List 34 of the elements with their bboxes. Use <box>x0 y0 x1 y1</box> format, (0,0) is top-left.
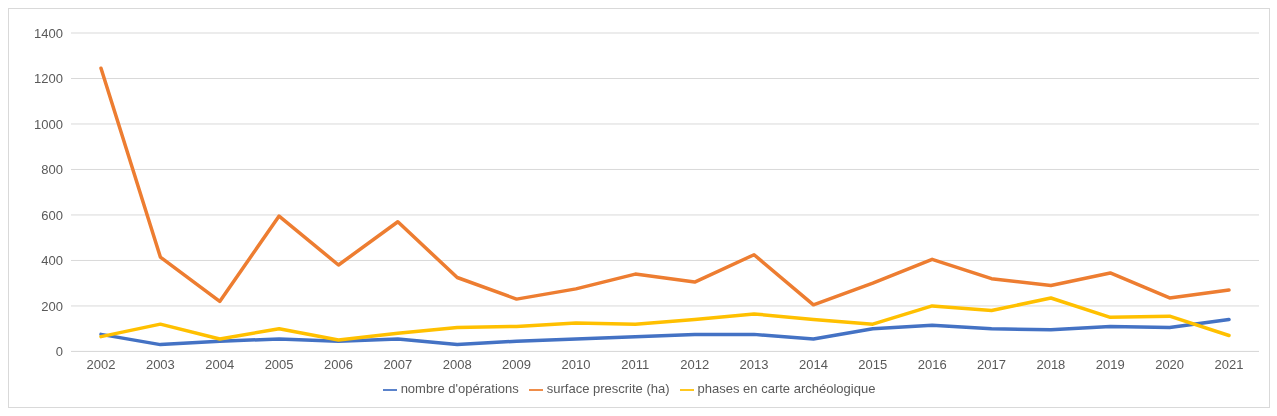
x-tick-label: 2017 <box>977 356 1006 372</box>
x-tick-label: 2006 <box>324 356 353 372</box>
x-tick-label: 2005 <box>264 356 294 372</box>
x-tick-label: 2019 <box>1095 356 1125 372</box>
x-tick-label: 2015 <box>858 356 888 372</box>
y-tick-label: 1200 <box>34 71 63 87</box>
x-tick-label: 2009 <box>502 356 532 372</box>
y-tick-label: 200 <box>41 298 63 314</box>
y-tick-label: 0 <box>55 344 63 360</box>
x-tick-label: 2004 <box>205 356 235 372</box>
legend-label: surface prescrite (ha) <box>546 381 670 397</box>
x-tick-label: 2014 <box>798 356 828 372</box>
x-tick-label: 2007 <box>383 356 413 372</box>
y-tick-label: 1400 <box>34 25 63 41</box>
x-tick-label: 2012 <box>680 356 710 372</box>
x-tick-label: 2008 <box>442 356 472 372</box>
x-tick-label: 2010 <box>561 356 591 372</box>
x-tick-label: 2003 <box>145 356 175 372</box>
legend-label: phases en carte archéologique <box>697 381 876 397</box>
x-tick-label: 2021 <box>1214 356 1244 372</box>
y-tick-label: 800 <box>41 162 63 178</box>
x-tick-label: 2018 <box>1036 356 1066 372</box>
x-tick-label: 2002 <box>86 356 116 372</box>
x-tick-label: 2020 <box>1155 356 1185 372</box>
x-tick-label: 2013 <box>739 356 769 372</box>
x-tick-label: 2011 <box>621 356 650 372</box>
line-series <box>99 296 1231 342</box>
y-tick-label: 1000 <box>34 116 63 132</box>
legend-label: nombre d'opérations <box>400 381 519 397</box>
line-series <box>99 66 1231 307</box>
line-series <box>99 317 1231 347</box>
x-tick-label: 2016 <box>917 356 947 372</box>
y-tick-label: 600 <box>41 207 63 223</box>
y-tick-label: 400 <box>41 253 63 269</box>
